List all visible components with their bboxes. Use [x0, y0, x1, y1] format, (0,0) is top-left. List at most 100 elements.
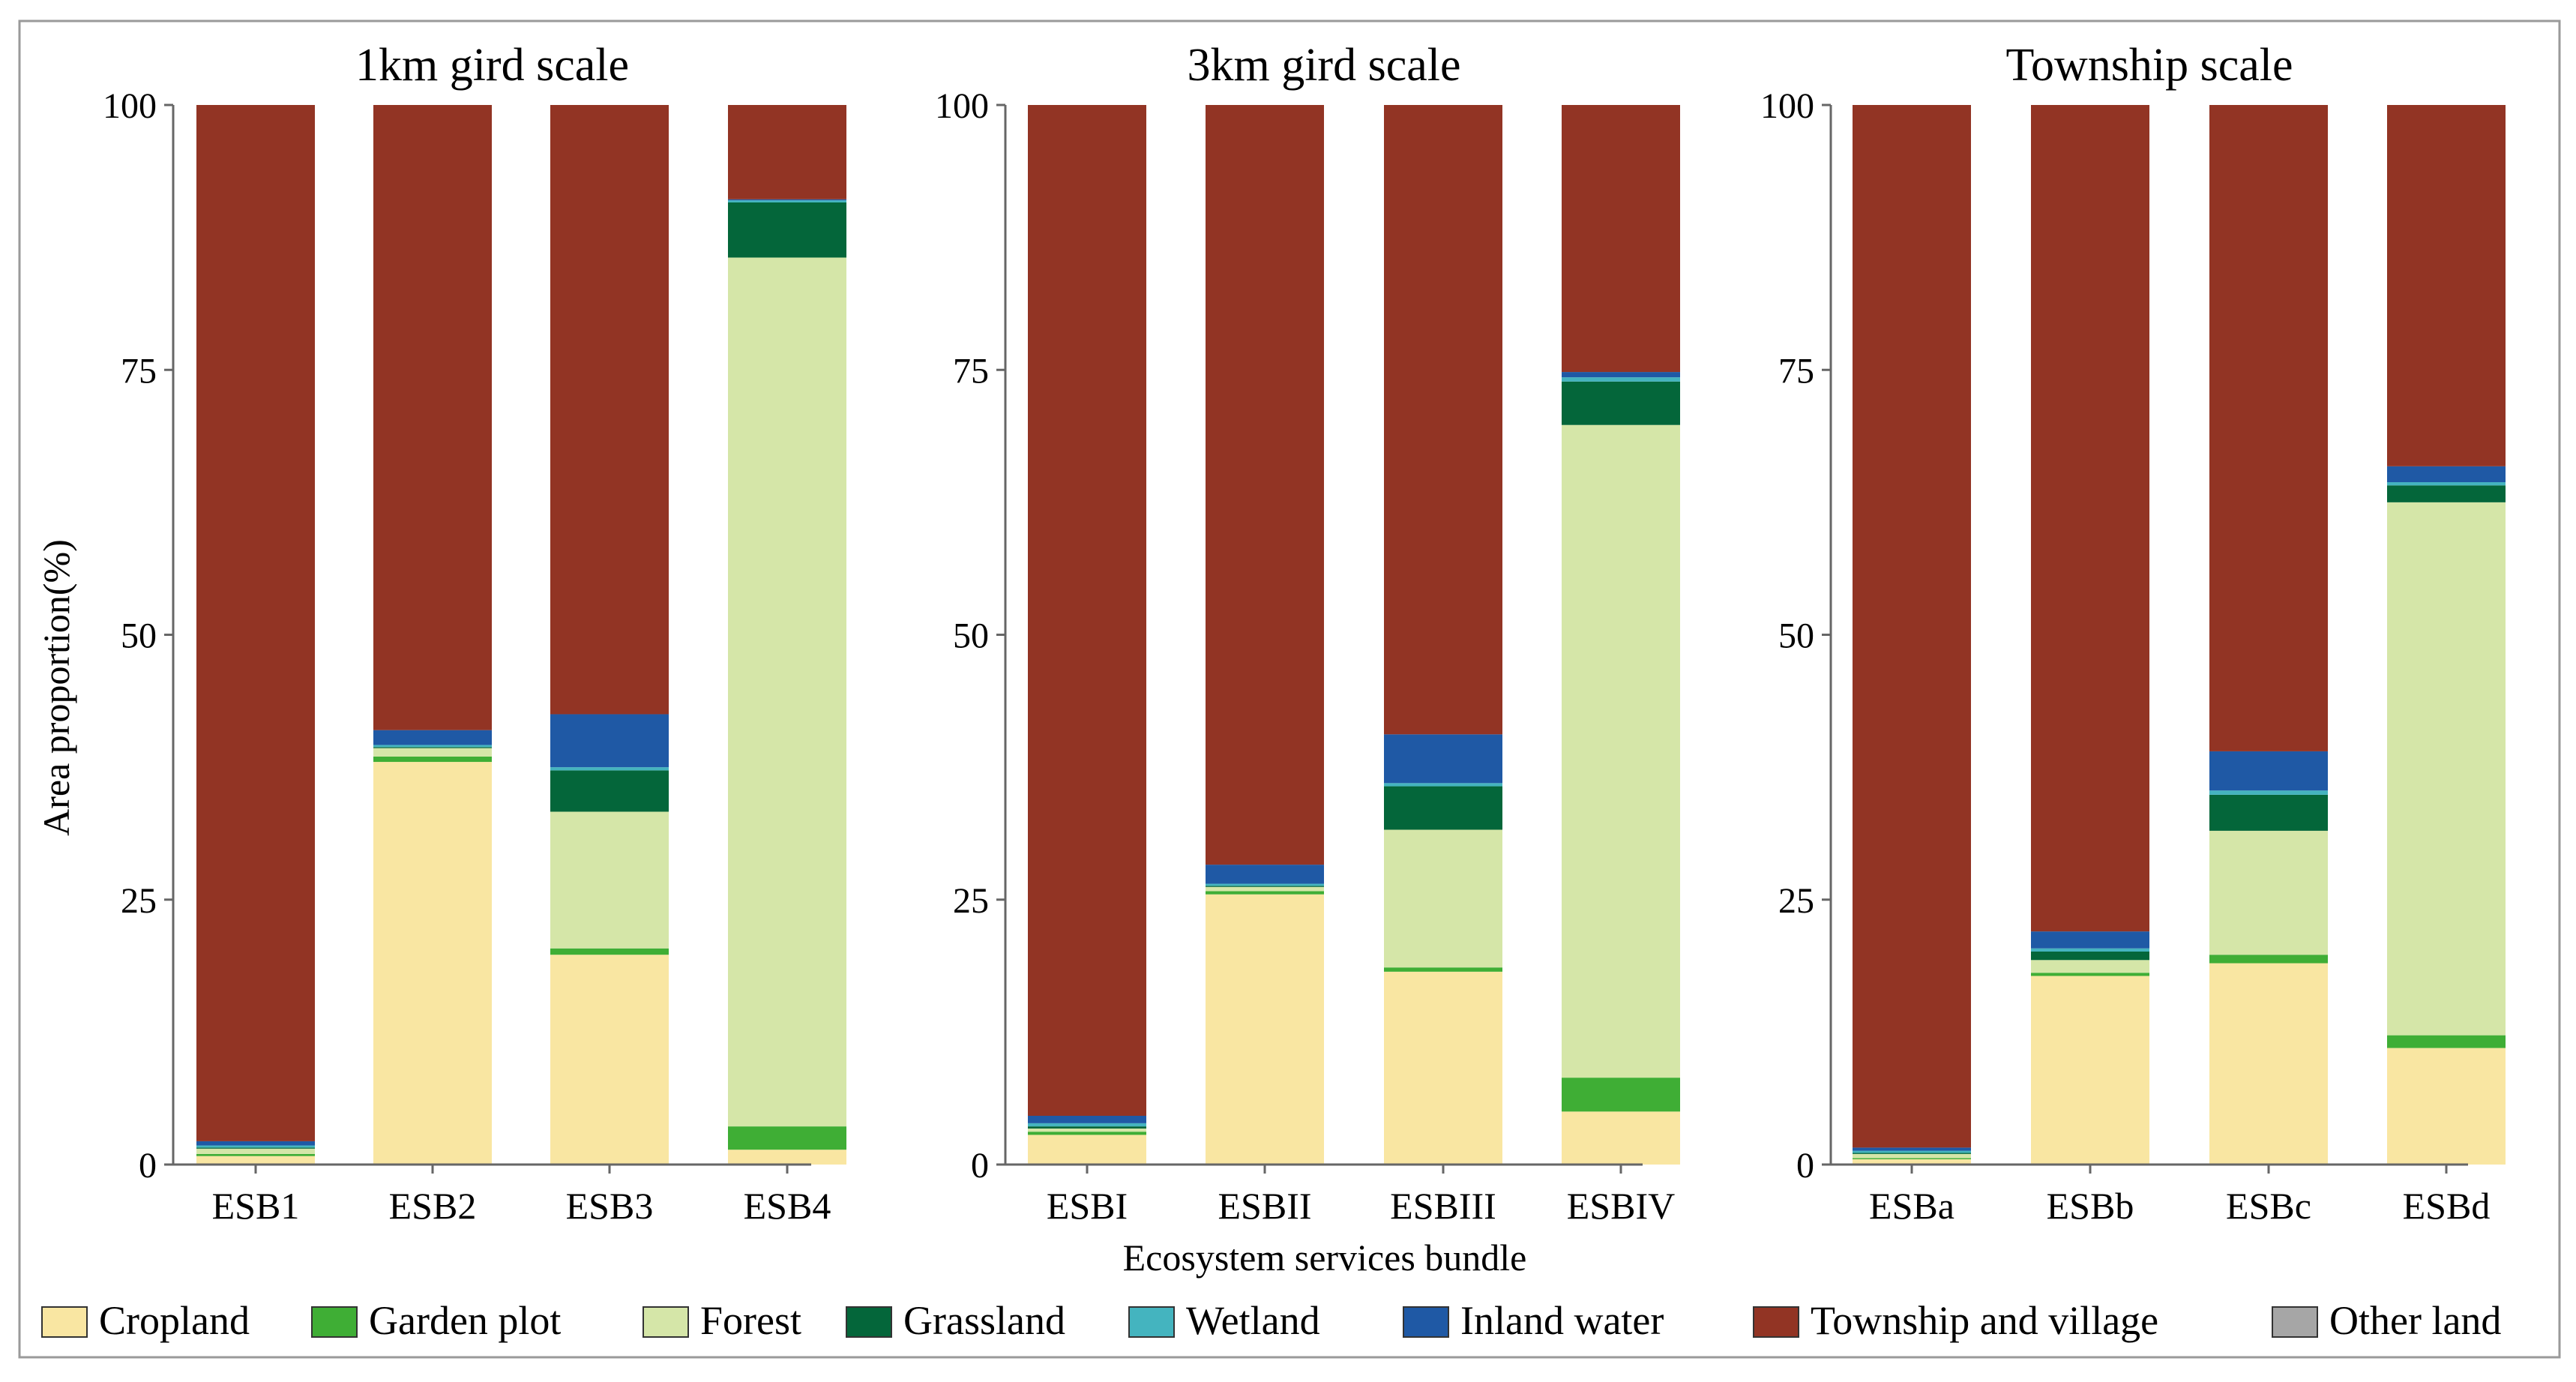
- bar-segment-ESB1-forest: [196, 1148, 315, 1154]
- y-tick-label: 75: [953, 351, 989, 391]
- bar-segment-ESB3-garden-plot: [550, 948, 669, 955]
- bar-segment-ESB3-forest: [550, 811, 669, 949]
- y-tick-label: 50: [953, 616, 989, 656]
- bar-segment-ESBc-grassland: [2209, 794, 2328, 831]
- bar-segment-ESBd-grassland: [2387, 485, 2506, 502]
- legend-label: Wetland: [1186, 1298, 1320, 1343]
- legend-label: Other land: [2329, 1298, 2501, 1343]
- bar-segment-ESB2-forest: [373, 748, 492, 757]
- bar-segment-ESBIV-inland-water: [1562, 372, 1680, 378]
- bar-segment-ESB3-grassland: [550, 770, 669, 812]
- bar-segment-ESB2-inland-water: [373, 730, 492, 745]
- legend-item-forest: Forest: [643, 1298, 801, 1343]
- bar-segment-ESBIII-forest: [1384, 829, 1502, 968]
- legend-item-township-and-village: Township and village: [1753, 1298, 2158, 1343]
- bar-segment-ESBIV-garden-plot: [1562, 1078, 1680, 1112]
- y-tick-label: 50: [121, 616, 157, 656]
- bar-segment-ESB1-cropland: [196, 1156, 315, 1165]
- bar-segment-ESB2-township-and-village: [373, 105, 492, 730]
- bar-segment-ESBII-cropland: [1206, 894, 1324, 1165]
- bar-segment-ESB3-wetland: [550, 767, 669, 771]
- bar-segment-ESBb-cropland: [2031, 976, 2149, 1165]
- legend-label: Township and village: [1811, 1298, 2158, 1343]
- bar-segment-ESB4-township-and-village: [728, 105, 846, 199]
- bar-segment-ESBd-forest: [2387, 502, 2506, 1036]
- bar-segment-ESBb-grassland: [2031, 951, 2149, 961]
- legend-item-other-land: Other land: [2272, 1298, 2501, 1343]
- bar-segment-ESB2-cropland: [373, 762, 492, 1165]
- x-tick-label: ESBc: [2226, 1185, 2311, 1227]
- bar-segment-ESBb-forest: [2031, 960, 2149, 973]
- bar-segment-ESBIII-grassland: [1384, 786, 1502, 830]
- legend-swatch: [1403, 1306, 1449, 1338]
- legend-item-garden-plot: Garden plot: [311, 1298, 561, 1343]
- bar-segment-ESBc-garden-plot: [2209, 955, 2328, 964]
- legend-item-grassland: Grassland: [846, 1298, 1065, 1343]
- x-tick-label: ESBI: [1047, 1185, 1128, 1227]
- bar-segment-ESBIV-grassland: [1562, 381, 1680, 425]
- x-tick-label: ESB1: [212, 1185, 300, 1227]
- x-tick-label: ESBa: [1869, 1185, 1954, 1227]
- bar-segment-ESB2-grassland: [373, 747, 492, 748]
- y-tick-label: 25: [121, 881, 157, 921]
- bar-segment-ESB3-inland-water: [550, 714, 669, 768]
- legend-swatch: [1753, 1306, 1799, 1338]
- bar-segment-ESBI-wetland: [1028, 1123, 1146, 1127]
- bar-segment-ESBc-township-and-village: [2209, 105, 2328, 751]
- bar-segment-ESBIII-garden-plot: [1384, 967, 1502, 972]
- panel-2: 0 25 50 75 100 ESBI ESBII ESBIII ESBIV 3km gird s…: [935, 40, 1680, 1227]
- bar-segment-ESBd-cropland: [2387, 1048, 2506, 1165]
- bar-segment-ESBc-inland-water: [2209, 751, 2328, 791]
- panel-title: 1km gird scale: [355, 40, 629, 91]
- x-axis-label: Ecosystem services bundle: [1123, 1237, 1527, 1279]
- bar-segment-ESBI-cropland: [1028, 1135, 1146, 1165]
- y-tick-label: 25: [953, 881, 989, 921]
- bar-segment-ESBa-township-and-village: [1853, 105, 1971, 1148]
- y-tick-label: 75: [1778, 351, 1814, 391]
- x-tick-label: ESBd: [2403, 1185, 2491, 1227]
- legend-swatch: [2272, 1306, 2318, 1338]
- y-axis-label: Area proportion(%): [35, 539, 77, 836]
- bar-segment-ESBa-wetland: [1853, 1150, 1971, 1153]
- bar-segment-ESBd-township-and-village: [2387, 105, 2506, 466]
- bar-segment-ESB2-garden-plot: [373, 756, 492, 763]
- bar-segment-ESB4-inland-water: [728, 199, 846, 201]
- bar-segment-ESBI-inland-water: [1028, 1116, 1146, 1123]
- bar-segment-ESB3-cropland: [550, 955, 669, 1165]
- bar-segment-ESBIII-wetland: [1384, 783, 1502, 787]
- bar-segment-ESBd-inland-water: [2387, 466, 2506, 483]
- bar-segment-ESBa-cropland: [1853, 1159, 1971, 1165]
- legend-label: Grassland: [903, 1298, 1065, 1343]
- x-tick-label: ESBIII: [1390, 1185, 1496, 1227]
- legend-item-inland-water: Inland water: [1403, 1298, 1664, 1343]
- panel-3: 0 25 50 75 100 ESBa ESBb ESBc ESBd Township scale: [1760, 40, 2506, 1227]
- x-tick-label: ESBIV: [1567, 1185, 1675, 1227]
- y-tick-label: 25: [1778, 881, 1814, 921]
- y-tick-label: 100: [1760, 86, 1814, 126]
- bar-segment-ESBIII-inland-water: [1384, 734, 1502, 784]
- legend-label: Forest: [700, 1298, 801, 1343]
- y-tick-label: 50: [1778, 616, 1814, 656]
- bar-segment-ESBb-inland-water: [2031, 931, 2149, 949]
- bar-segment-ESBIV-cropland: [1562, 1111, 1680, 1165]
- legend-item-wetland: Wetland: [1128, 1298, 1320, 1343]
- bar-segment-ESBII-wetland: [1206, 883, 1324, 886]
- bar-segment-ESB1-wetland: [196, 1145, 315, 1148]
- bar-segment-ESBII-inland-water: [1206, 865, 1324, 884]
- y-tick-label: 0: [1796, 1146, 1814, 1186]
- bar-segment-ESBa-forest: [1853, 1153, 1971, 1159]
- y-tick-label: 0: [971, 1146, 989, 1186]
- bar-segment-ESBII-township-and-village: [1206, 105, 1324, 865]
- bar-segment-ESB4-forest: [728, 257, 846, 1127]
- legend-label: Inland water: [1460, 1298, 1664, 1343]
- legend-item-cropland: Cropland: [41, 1298, 250, 1343]
- legend-swatch: [846, 1306, 892, 1338]
- chart-panels: 0 25 50 75 100 ESB1 ESB2 ESB3 ESB4 1km gird scale…: [103, 40, 2506, 1227]
- bar-segment-ESBIV-forest: [1562, 424, 1680, 1078]
- bar-segment-ESBc-forest: [2209, 830, 2328, 955]
- bar-segment-ESB1-township-and-village: [196, 105, 315, 1141]
- x-tick-label: ESB4: [744, 1185, 831, 1227]
- bar-segment-ESBIII-cropland: [1384, 971, 1502, 1165]
- bar-segment-ESBd-garden-plot: [2387, 1035, 2506, 1048]
